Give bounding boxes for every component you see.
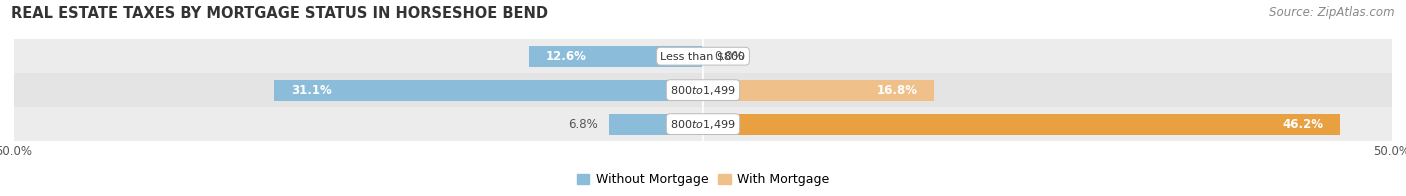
Bar [14, 39, 1392, 73]
Text: 46.2%: 46.2% [1282, 118, 1323, 131]
Bar [274, 80, 703, 101]
Bar [14, 107, 1392, 141]
Bar [14, 73, 1392, 107]
Text: 12.6%: 12.6% [546, 50, 586, 63]
Text: 31.1%: 31.1% [291, 84, 332, 97]
Text: REAL ESTATE TAXES BY MORTGAGE STATUS IN HORSESHOE BEND: REAL ESTATE TAXES BY MORTGAGE STATUS IN … [11, 6, 548, 21]
Bar [609, 114, 703, 135]
Text: $800 to $1,499: $800 to $1,499 [671, 118, 735, 131]
Bar [530, 46, 703, 67]
Text: 6.8%: 6.8% [568, 118, 599, 131]
Text: Source: ZipAtlas.com: Source: ZipAtlas.com [1270, 6, 1395, 19]
Text: $800 to $1,499: $800 to $1,499 [671, 84, 735, 97]
Text: Less than $800: Less than $800 [661, 51, 745, 61]
Bar [703, 114, 1340, 135]
Legend: Without Mortgage, With Mortgage: Without Mortgage, With Mortgage [572, 168, 834, 191]
Bar [703, 80, 935, 101]
Text: 0.0%: 0.0% [714, 50, 744, 63]
Text: 16.8%: 16.8% [877, 84, 918, 97]
